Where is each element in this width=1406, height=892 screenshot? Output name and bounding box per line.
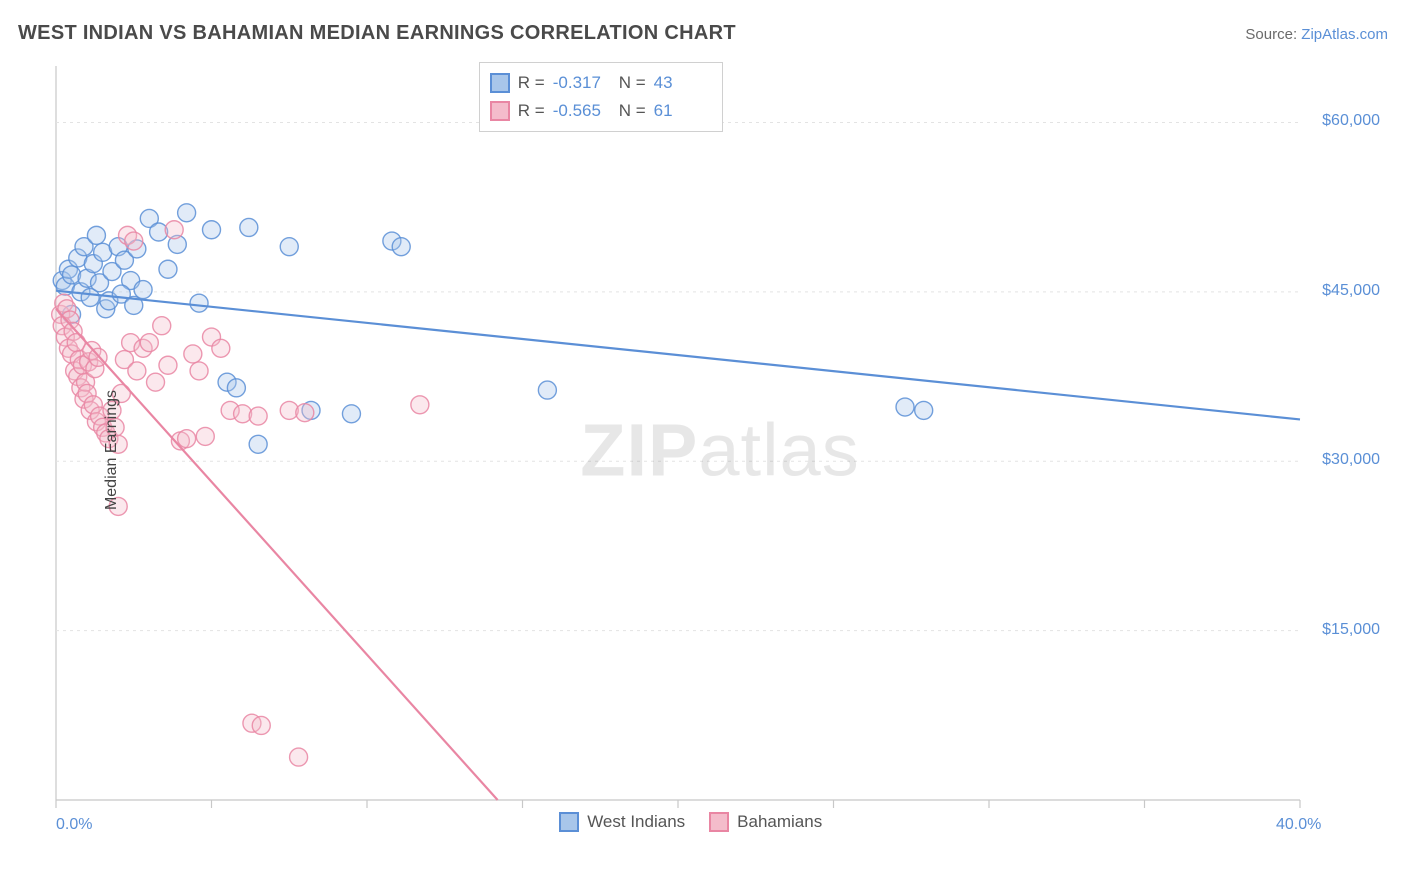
y-tick-label: $60,000 — [1322, 112, 1380, 130]
data-point-west_indians — [134, 281, 152, 299]
data-point-bahamians — [296, 404, 314, 422]
data-point-bahamians — [140, 334, 158, 352]
n-value-bahamians: 61 — [654, 97, 712, 125]
legend-item-west_indians: West Indians — [559, 812, 685, 832]
legend-swatch-west_indians — [559, 812, 579, 832]
data-point-bahamians — [178, 430, 196, 448]
series-legend: West Indians Bahamians — [559, 812, 822, 832]
data-point-bahamians — [159, 356, 177, 374]
data-point-bahamians — [249, 407, 267, 425]
legend-swatch-bahamians — [709, 812, 729, 832]
data-point-west_indians — [392, 238, 410, 256]
data-point-bahamians — [196, 427, 214, 445]
data-point-bahamians — [212, 339, 230, 357]
source-link[interactable]: ZipAtlas.com — [1301, 26, 1388, 43]
data-point-bahamians — [153, 317, 171, 335]
data-point-west_indians — [227, 379, 245, 397]
data-point-west_indians — [342, 405, 360, 423]
data-point-bahamians — [190, 362, 208, 380]
source-text: Source: ZipAtlas.com — [1245, 26, 1388, 43]
data-point-west_indians — [280, 238, 298, 256]
n-label: N = — [619, 69, 646, 97]
n-label: N = — [619, 97, 646, 125]
source-prefix: Source: — [1245, 26, 1301, 43]
data-point-west_indians — [896, 398, 914, 416]
data-point-bahamians — [125, 232, 143, 250]
r-value-bahamians: -0.565 — [553, 97, 611, 125]
y-axis-label: Median Earnings — [103, 390, 121, 510]
chart-title: WEST INDIAN VS BAHAMIAN MEDIAN EARNINGS … — [18, 22, 736, 45]
y-tick-label: $30,000 — [1322, 451, 1380, 469]
data-point-bahamians — [252, 716, 270, 734]
x-min-label: 0.0% — [56, 816, 92, 834]
legend-label-bahamians: Bahamians — [737, 812, 822, 832]
legend-item-bahamians: Bahamians — [709, 812, 822, 832]
stats-row-bahamians: R = -0.565 N = 61 — [490, 97, 712, 125]
data-point-west_indians — [915, 401, 933, 419]
data-point-bahamians — [128, 362, 146, 380]
data-point-west_indians — [538, 381, 556, 399]
swatch-bahamians — [490, 101, 510, 121]
data-point-west_indians — [178, 204, 196, 222]
y-tick-label: $15,000 — [1322, 621, 1380, 639]
correlation-stats-box: R = -0.317 N = 43 R = -0.565 N = 61 — [479, 62, 723, 132]
r-value-west_indians: -0.317 — [553, 69, 611, 97]
data-point-bahamians — [290, 748, 308, 766]
data-point-bahamians — [147, 373, 165, 391]
x-max-label: 40.0% — [1276, 816, 1321, 834]
y-tick-label: $45,000 — [1322, 282, 1380, 300]
data-point-bahamians — [165, 221, 183, 239]
data-point-west_indians — [203, 221, 221, 239]
r-label: R = — [518, 69, 545, 97]
data-point-west_indians — [87, 226, 105, 244]
scatter-chart-svg — [50, 60, 1390, 840]
swatch-west_indians — [490, 73, 510, 93]
data-point-bahamians — [411, 396, 429, 414]
n-value-west_indians: 43 — [654, 69, 712, 97]
data-point-west_indians — [240, 218, 258, 236]
data-point-west_indians — [190, 294, 208, 312]
r-label: R = — [518, 97, 545, 125]
data-point-west_indians — [159, 260, 177, 278]
legend-label-west_indians: West Indians — [587, 812, 685, 832]
data-point-bahamians — [184, 345, 202, 363]
data-point-west_indians — [249, 435, 267, 453]
stats-row-west_indians: R = -0.317 N = 43 — [490, 69, 712, 97]
chart-plot: Median Earnings ZIPatlas R =-0.317N =43R… — [50, 60, 1390, 840]
